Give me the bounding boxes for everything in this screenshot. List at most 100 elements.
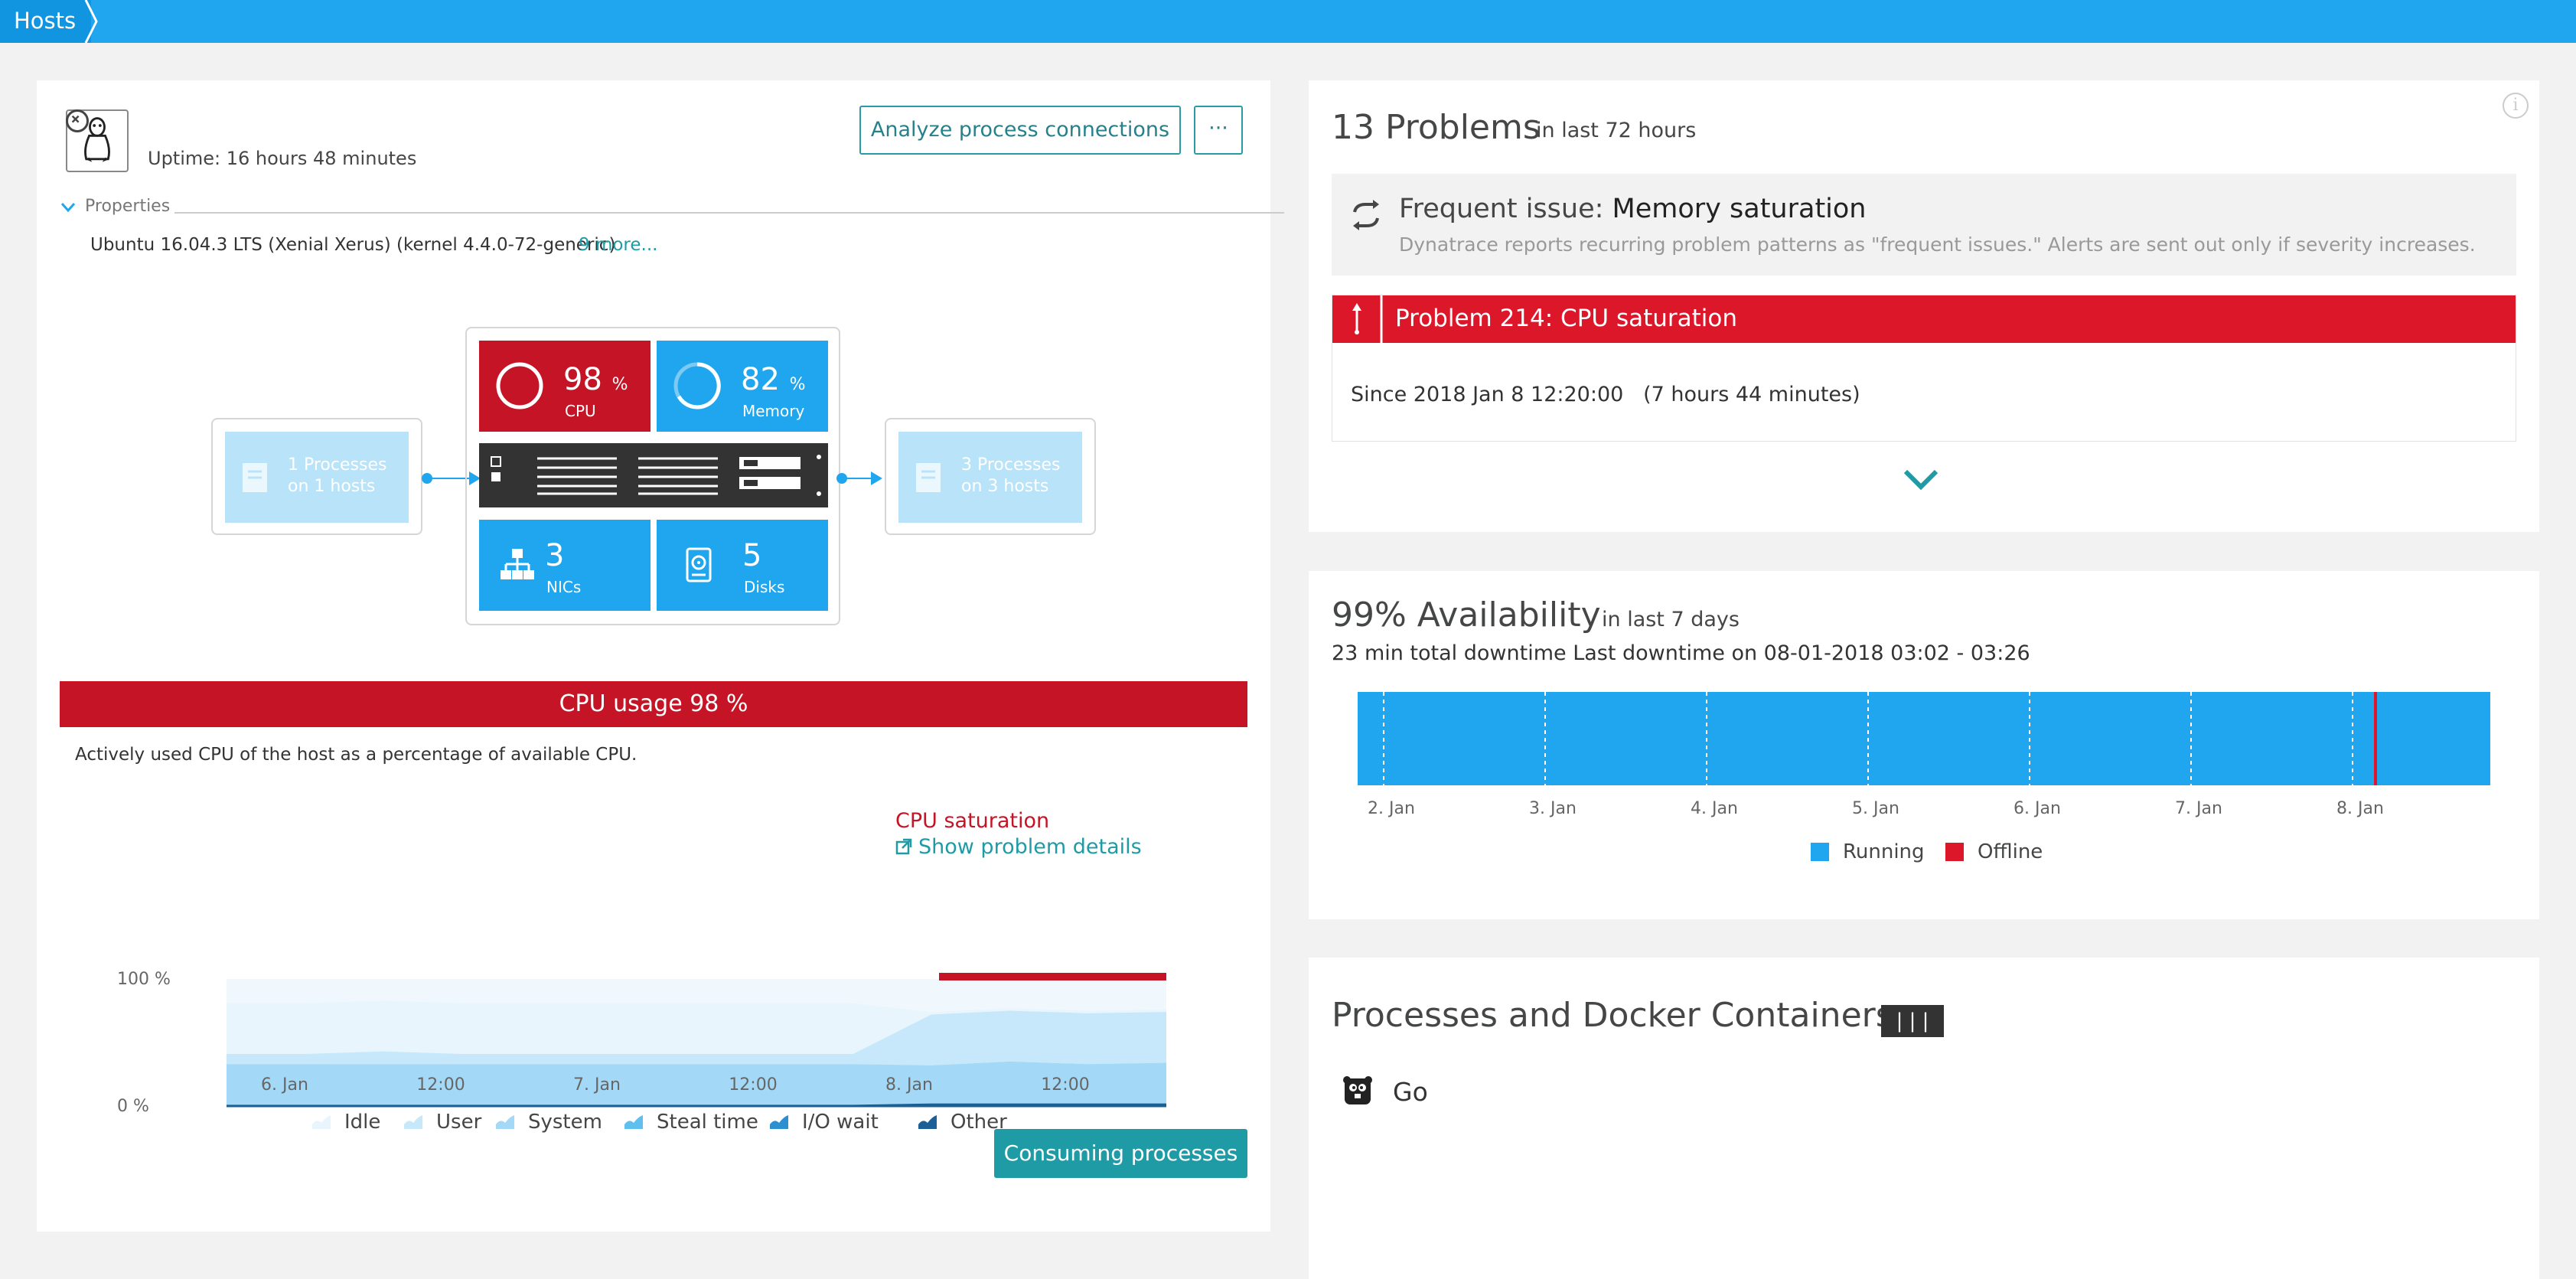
legend-other[interactable]: Other bbox=[917, 1111, 1007, 1134]
legend-offline: Offline bbox=[1945, 840, 2043, 863]
show-problem-details-link[interactable]: Show problem details bbox=[918, 835, 1142, 859]
x-tick-label: 6. Jan bbox=[261, 1075, 308, 1095]
more-properties-link[interactable]: 9 more... bbox=[579, 235, 658, 255]
problem-since: Since 2018 Jan 8 12:20:00 bbox=[1351, 383, 1624, 406]
more-actions-button[interactable]: ··· bbox=[1194, 106, 1243, 155]
outgoing-arrow bbox=[836, 471, 882, 485]
memory-tile[interactable]: 82 % Memory bbox=[657, 341, 828, 432]
problems-title: 13 Problems bbox=[1332, 108, 1541, 147]
host-frame: 98 % CPU 82 % Memory 3 NICs 5 bbox=[465, 327, 840, 625]
frequent-issue-card[interactable]: Frequent issue: Memory saturation Dynatr… bbox=[1332, 174, 2516, 276]
outgoing-count-line: 3 Processes bbox=[961, 455, 1061, 475]
x-tick-label: 8. Jan bbox=[2336, 799, 2384, 818]
disks-value: 5 bbox=[742, 538, 762, 573]
availability-period: in last 7 days bbox=[1602, 608, 1740, 631]
legend-idle[interactable]: Idle bbox=[311, 1111, 380, 1134]
info-icon[interactable]: i bbox=[2503, 93, 2529, 119]
legend-swatch-icon bbox=[918, 1115, 937, 1129]
frequent-issue-prefix: Frequent issue: bbox=[1399, 194, 1604, 224]
frequent-issue-description: Dynatrace reports recurring problem patt… bbox=[1399, 233, 2476, 256]
legend-label: User bbox=[436, 1111, 482, 1134]
nics-value: 3 bbox=[545, 538, 565, 573]
x-tick-label: 4. Jan bbox=[1691, 799, 1738, 818]
cpu-usage-banner: CPU usage 98 % bbox=[60, 681, 1247, 727]
cpu-saturation-label: CPU saturation bbox=[895, 809, 1050, 833]
os-version-text: Ubuntu 16.04.3 LTS (Xenial Xerus) (kerne… bbox=[90, 235, 616, 255]
problem-header[interactable]: Problem 214: CPU saturation bbox=[1332, 295, 2516, 343]
problem-interval-marker[interactable] bbox=[939, 973, 1166, 980]
consuming-processes-button[interactable]: Consuming processes bbox=[994, 1129, 1247, 1178]
legend-system[interactable]: System bbox=[494, 1111, 602, 1134]
cpu-tile[interactable]: 98 % CPU bbox=[479, 341, 651, 432]
outgoing-processes-box[interactable]: 3 Processes on 3 hosts bbox=[885, 418, 1096, 535]
running-bar[interactable] bbox=[1358, 692, 2490, 785]
analyze-process-connections-button[interactable]: Analyze process connections bbox=[859, 106, 1181, 155]
legend-steal-time[interactable]: Steal time bbox=[623, 1111, 758, 1134]
area-idle bbox=[227, 1000, 1166, 1054]
running-swatch bbox=[1811, 843, 1829, 861]
processes-title: Processes and Docker Containers bbox=[1332, 996, 1893, 1035]
offline-swatch bbox=[1945, 843, 1964, 861]
downtime-summary: 23 min total downtime Last downtime on 0… bbox=[1332, 641, 2030, 665]
cpu-value: 98 bbox=[563, 362, 602, 397]
legend-swatch-icon bbox=[496, 1115, 514, 1129]
x-tick-label: 7. Jan bbox=[573, 1075, 621, 1095]
area-system bbox=[227, 1061, 1166, 1105]
frequent-issue-name: Memory saturation bbox=[1612, 194, 1867, 224]
nics-tile[interactable]: 3 NICs bbox=[479, 520, 651, 611]
availability-title: 99% Availability bbox=[1332, 595, 1601, 635]
external-link-icon bbox=[895, 838, 912, 855]
legend-label: I/O wait bbox=[802, 1111, 879, 1134]
uptime-text: Uptime: 16 hours 48 minutes bbox=[148, 148, 417, 169]
problem-title: Problem 214: CPU saturation bbox=[1395, 305, 1738, 332]
legend-label: Other bbox=[951, 1111, 1007, 1134]
host-overview-panel: Uptime: 16 hours 48 minutes Analyze proc… bbox=[37, 80, 1284, 1232]
legend-user[interactable]: User bbox=[403, 1111, 481, 1134]
legend-swatch-icon bbox=[770, 1115, 788, 1129]
top-navigation-bar: Hosts bbox=[0, 0, 2576, 43]
x-tick-label: 6. Jan bbox=[2014, 799, 2061, 818]
breadcrumb-separator-icon bbox=[84, 0, 98, 43]
incoming-count-line: 1 Processes bbox=[288, 455, 387, 475]
availability-timeline bbox=[1358, 692, 2490, 785]
x-tick-label: 7. Jan bbox=[2175, 799, 2222, 818]
legend-offline-label: Offline bbox=[1978, 840, 2043, 863]
x-tick-label: 5. Jan bbox=[1852, 799, 1899, 818]
go-gopher-icon bbox=[1343, 1076, 1372, 1104]
x-tick-label: 12:00 bbox=[416, 1075, 465, 1095]
legend-swatch-icon bbox=[404, 1115, 422, 1129]
properties-toggle[interactable]: Properties bbox=[85, 197, 171, 216]
offline-marker[interactable] bbox=[2374, 692, 2377, 785]
legend-label: Steal time bbox=[657, 1111, 758, 1134]
cpu-label: CPU bbox=[565, 402, 596, 420]
x-tick-label: 12:00 bbox=[1041, 1075, 1090, 1095]
disks-label: Disks bbox=[744, 578, 785, 596]
disks-tile[interactable]: 5 Disks bbox=[657, 520, 828, 611]
legend-label: System bbox=[528, 1111, 602, 1134]
x-tick-label: 8. Jan bbox=[885, 1075, 933, 1095]
cpu-usage-chart bbox=[227, 973, 1166, 1108]
incoming-processes-box[interactable]: 1 Processes on 1 hosts bbox=[211, 418, 422, 535]
process-icon bbox=[916, 463, 941, 492]
cpu-usage-description: Actively used CPU of the host as a perce… bbox=[75, 745, 637, 765]
availability-panel: 99% Availability in last 7 days 23 min t… bbox=[1309, 571, 2539, 919]
outgoing-processes-tile: 3 Processes on 3 hosts bbox=[898, 432, 1082, 523]
x-tick-label: 2. Jan bbox=[1368, 799, 1415, 818]
problem-severity-icon bbox=[1352, 295, 1383, 343]
chevron-down-icon[interactable] bbox=[60, 201, 77, 214]
network-icon bbox=[501, 549, 534, 579]
memory-label: Memory bbox=[742, 402, 805, 420]
legend-swatch-icon bbox=[624, 1115, 643, 1129]
breadcrumb-hosts[interactable]: Hosts bbox=[0, 0, 92, 43]
problem-card[interactable]: Problem 214: CPU saturation Since 2018 J… bbox=[1332, 295, 2516, 442]
y-tick-label: 0 % bbox=[117, 1097, 149, 1116]
expand-chevron-icon[interactable] bbox=[1901, 467, 1941, 491]
incoming-arrow bbox=[422, 471, 481, 485]
outgoing-hosts-line: on 3 hosts bbox=[961, 477, 1049, 496]
cpu-unit: % bbox=[611, 375, 628, 394]
recurring-icon bbox=[1353, 200, 1379, 230]
x-tick-label: 3. Jan bbox=[1529, 799, 1577, 818]
legend-i-o-wait[interactable]: I/O wait bbox=[768, 1111, 879, 1134]
problems-panel: i 13 Problems in last 72 hours Frequent … bbox=[1309, 80, 2539, 532]
legend-running-label: Running bbox=[1843, 840, 1925, 863]
